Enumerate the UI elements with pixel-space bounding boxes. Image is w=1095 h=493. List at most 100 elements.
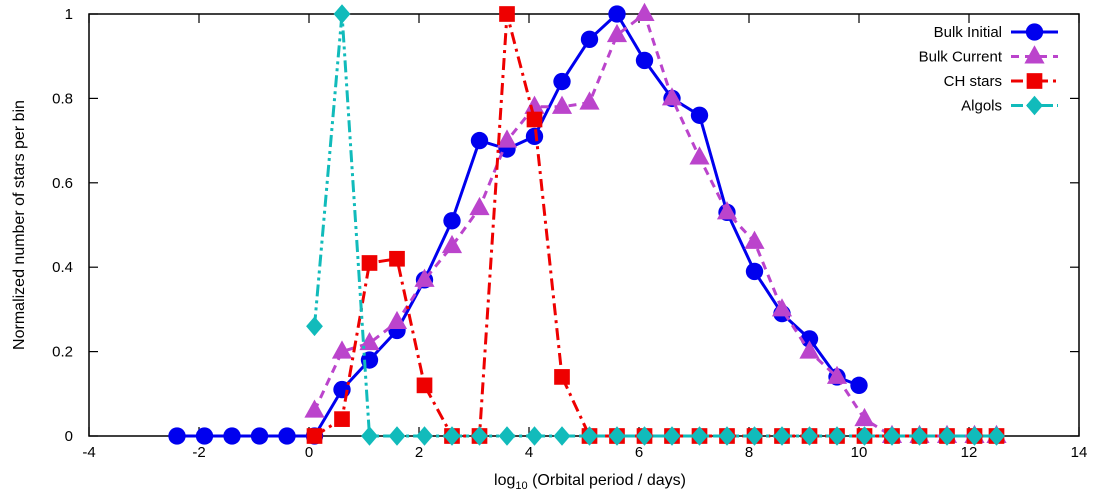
data-point [606, 23, 628, 43]
legend-label: CH stars [944, 73, 1002, 90]
x-tick-label: -4 [82, 444, 95, 461]
series-line [177, 12, 860, 438]
data-point [716, 201, 738, 220]
data-point [579, 91, 600, 110]
legend-marker [1026, 73, 1043, 89]
data-point [306, 316, 323, 337]
data-point [635, 51, 654, 70]
legend-marker [1025, 23, 1044, 41]
y-tick-label: 0.8 [52, 90, 73, 107]
data-point [799, 340, 820, 359]
data-point [580, 30, 599, 48]
data-point [386, 310, 408, 330]
data-point [691, 426, 708, 446]
data-point [168, 427, 186, 445]
data-point [195, 427, 214, 445]
data-point [471, 426, 488, 446]
data-point [361, 426, 378, 446]
data-point [333, 4, 351, 24]
y-tick-label: 1 [65, 6, 73, 23]
x-tick-label: 14 [1071, 444, 1088, 461]
data-point [496, 129, 518, 148]
data-point [854, 407, 875, 427]
data-point [470, 131, 489, 150]
data-point [443, 212, 461, 230]
data-point [554, 369, 570, 385]
x-tick-label: 12 [961, 444, 978, 461]
data-point [499, 6, 515, 22]
data-point [690, 106, 709, 124]
data-point [223, 427, 241, 445]
data-point [551, 95, 573, 114]
data-point [304, 399, 325, 418]
data-point [883, 426, 901, 446]
data-point [661, 87, 683, 106]
data-point [745, 262, 764, 281]
data-point [744, 230, 765, 249]
x-tick-label: 4 [525, 444, 533, 461]
data-point [416, 426, 433, 446]
y-tick-label: 0.6 [52, 175, 73, 192]
data-point [469, 196, 490, 216]
legend-label: Algols [961, 98, 1002, 115]
data-point [826, 365, 848, 384]
x-tick-label: 2 [415, 444, 423, 461]
data-point [608, 5, 626, 23]
y-axis-title: Normalized number of stars per bin [11, 100, 28, 350]
data-point [250, 427, 269, 445]
y-tick-label: 0.2 [52, 344, 73, 361]
series-algols [306, 4, 1005, 446]
x-axis-title: log10 (Orbital period / days) [494, 472, 686, 492]
data-point [828, 426, 846, 446]
data-point [608, 426, 626, 446]
data-point [988, 426, 1005, 446]
x-tick-label: 6 [635, 444, 643, 461]
data-point [526, 426, 543, 446]
y-tick-label: 0 [65, 428, 73, 445]
x-tick-label: -2 [192, 444, 205, 461]
data-point [553, 72, 571, 91]
x-axis-title-rest: (Orbital period / days) [528, 472, 686, 489]
series-ch-stars [306, 6, 1005, 444]
legend-marker [1024, 45, 1045, 64]
axes: -4 -2 0 2 4 6 8 10 12 14 0 0.2 0.4 0.6 0.8 1 [52, 6, 1087, 461]
data-point [771, 298, 793, 317]
x-axis-title-main: log [494, 472, 515, 489]
data-point [361, 255, 378, 271]
series-bulk-initial [168, 5, 868, 445]
x-tick-label: 8 [745, 444, 753, 461]
data-point [966, 426, 983, 446]
legend-label: Bulk Initial [934, 24, 1002, 41]
data-point [634, 2, 655, 22]
data-point [414, 268, 435, 287]
data-point [663, 426, 681, 446]
data-point [524, 95, 545, 114]
x-tick-label: 0 [305, 444, 313, 461]
data-point [856, 426, 873, 446]
y-tick-label: 0.4 [52, 259, 73, 276]
data-point [306, 428, 323, 444]
data-point [746, 426, 763, 446]
x-axis-title-sub: 10 [515, 480, 527, 492]
legend: Bulk Initial Bulk Current CH stars Algols [919, 23, 1058, 116]
data-point [636, 426, 653, 446]
data-point [850, 376, 868, 395]
plot-frame [88, 13, 1080, 437]
data-point [443, 426, 461, 446]
data-point [938, 426, 956, 446]
data-point [553, 426, 571, 446]
data-point [689, 146, 710, 165]
data-point [718, 426, 736, 446]
data-point [525, 127, 544, 146]
data-point [331, 340, 353, 359]
x-tick-label: 10 [851, 444, 868, 461]
data-point [526, 111, 543, 128]
data-point [498, 426, 516, 446]
data-point [773, 426, 791, 446]
legend-label: Bulk Current [919, 49, 1003, 66]
series-layer [168, 2, 1007, 446]
data-point [389, 250, 405, 267]
series-bulk-current [304, 2, 1007, 443]
legend-marker [1026, 95, 1043, 116]
